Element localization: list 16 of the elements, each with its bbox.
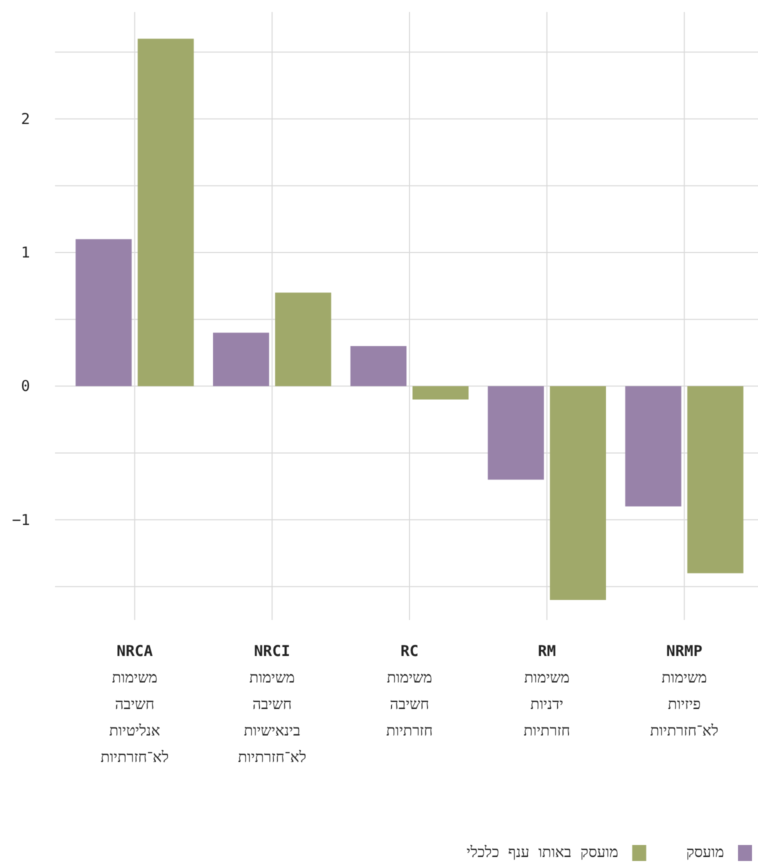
- bar: [275, 292, 332, 386]
- bar: [138, 38, 194, 386]
- bar: [687, 386, 744, 574]
- legend-label: מועסק באותו ענף כלכלי: [466, 843, 618, 861]
- legend-label: מועסק: [686, 843, 724, 861]
- bar: [625, 386, 682, 506]
- bar: [550, 386, 606, 600]
- bar: [213, 332, 270, 386]
- y-tick-label: 2: [20, 110, 30, 128]
- bar: [488, 386, 544, 480]
- y-tick-label: 1: [20, 244, 30, 262]
- bar: [350, 346, 406, 386]
- bar: [76, 239, 132, 386]
- bar: [412, 386, 469, 400]
- y-tick-label: −1: [12, 510, 30, 529]
- y-tick-label: 0: [20, 377, 30, 396]
